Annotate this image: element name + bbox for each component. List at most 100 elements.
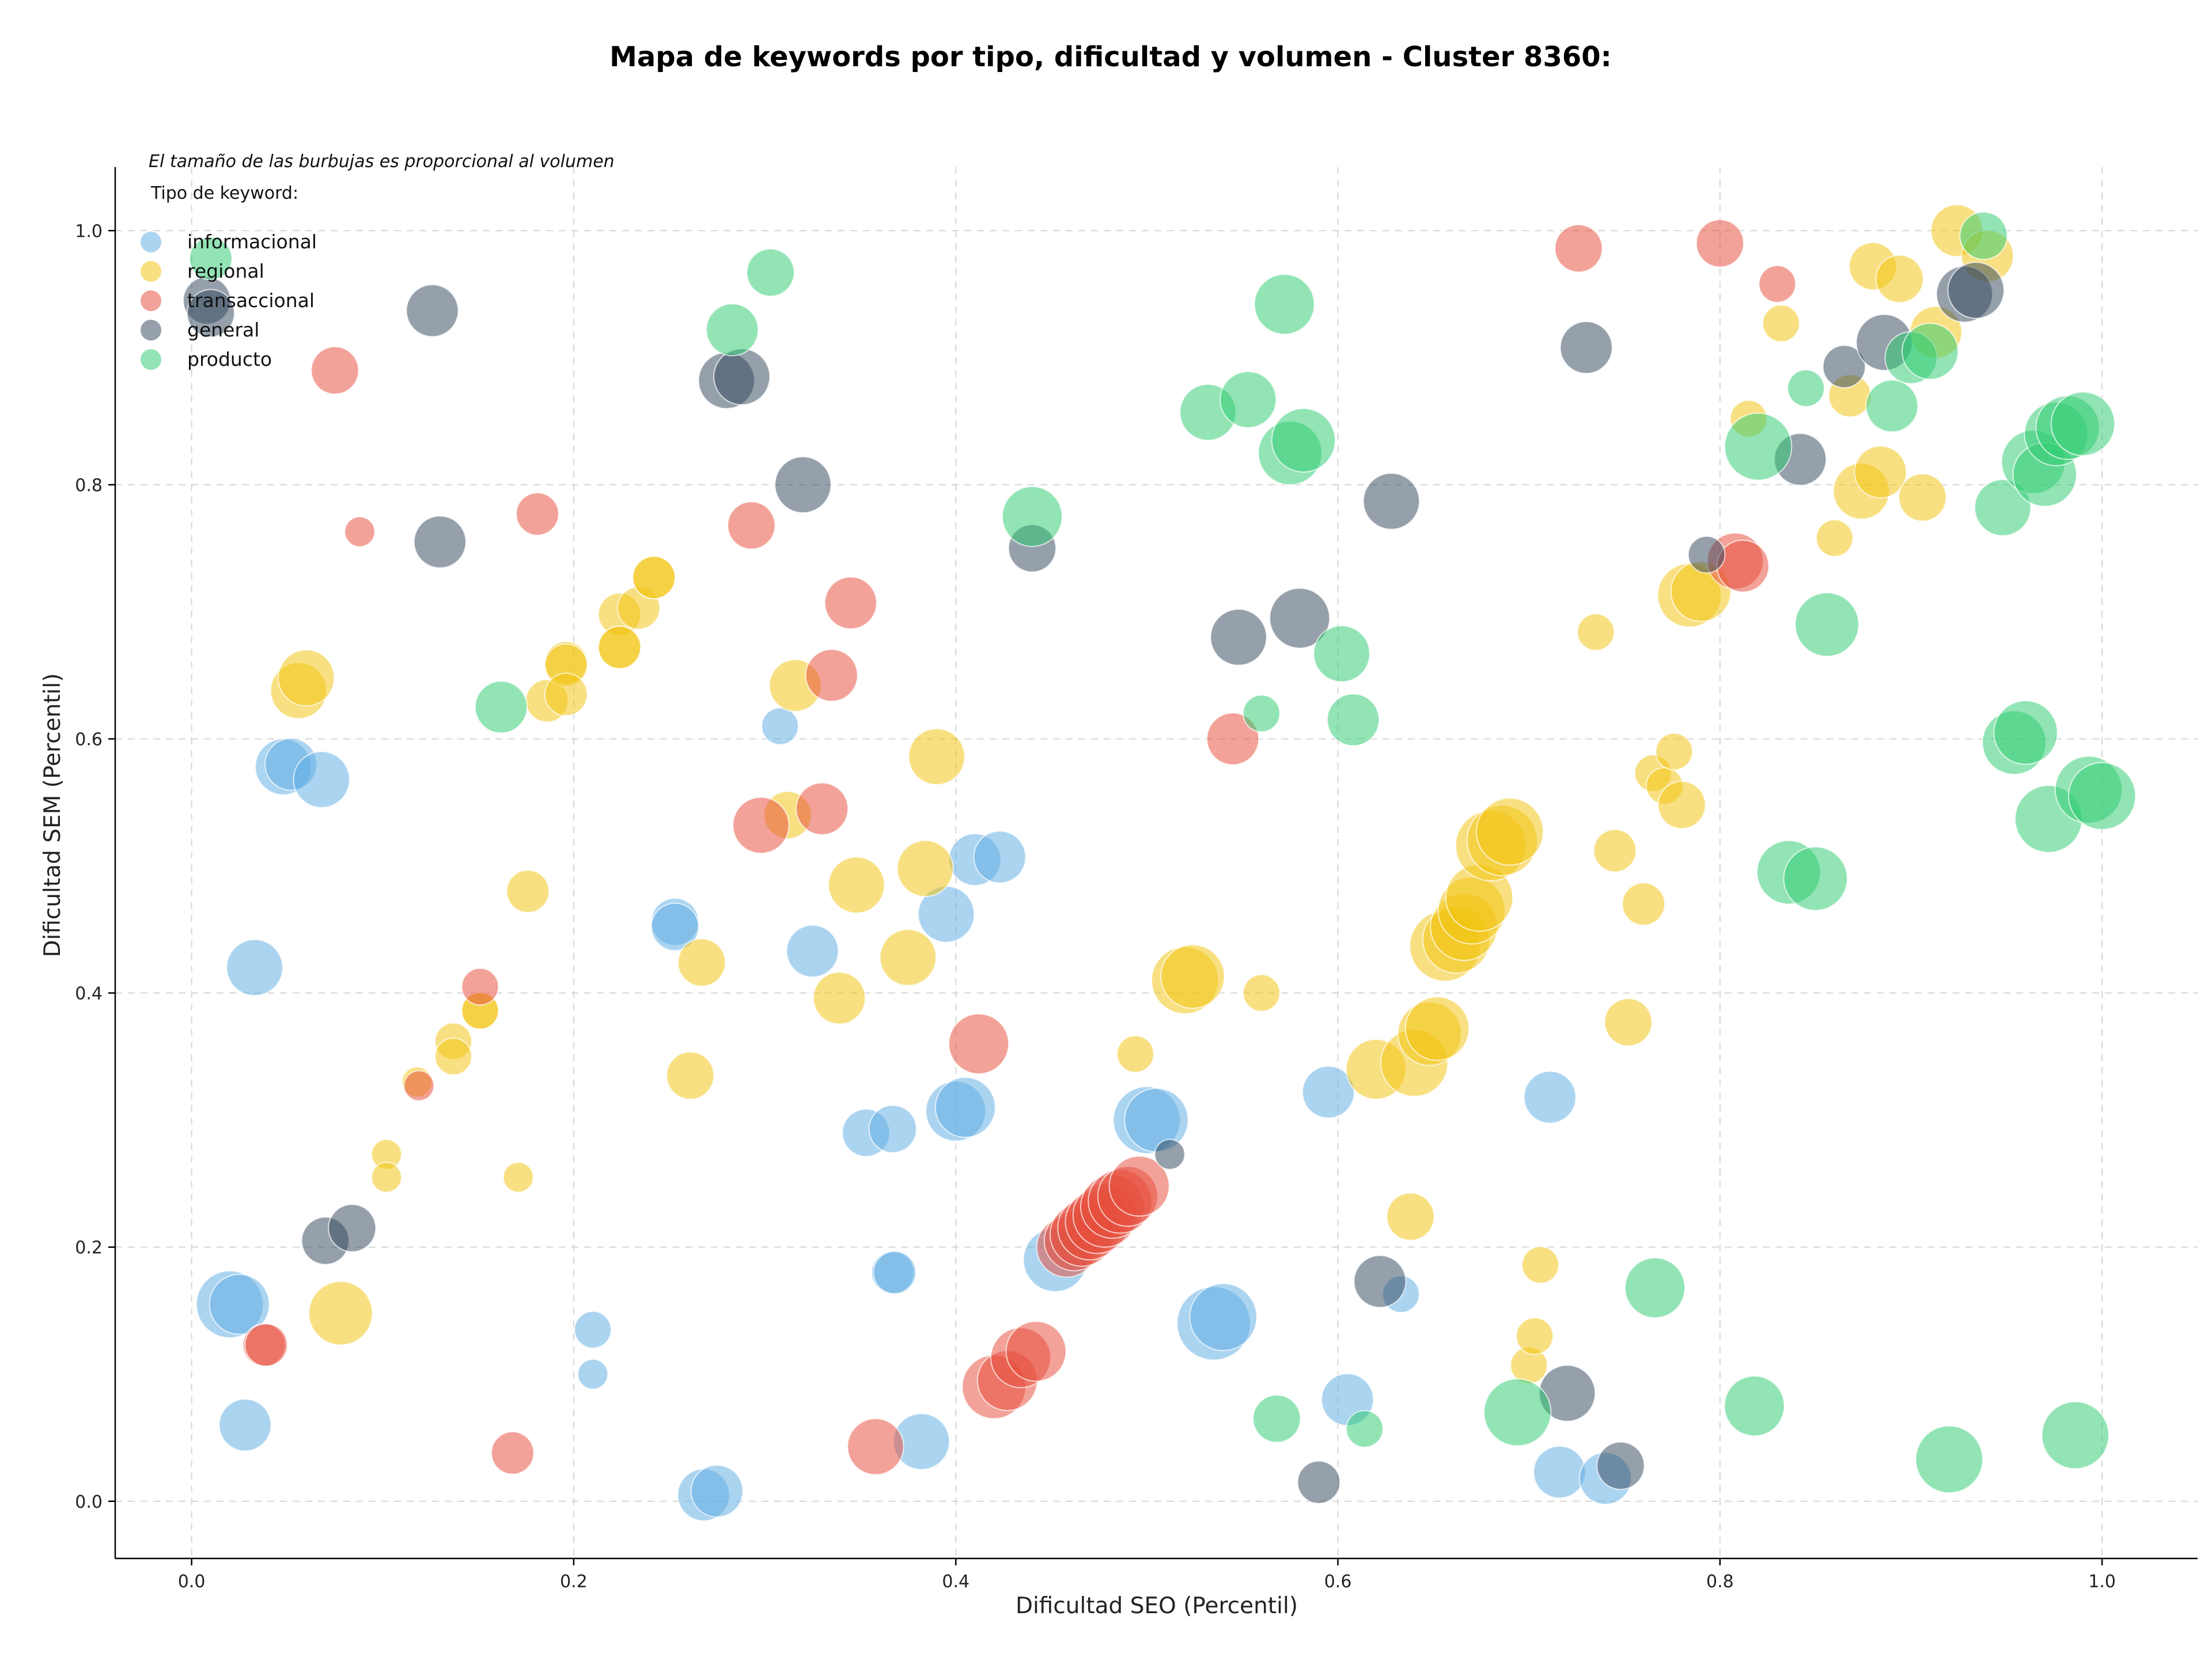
bubble-producto xyxy=(1313,625,1370,683)
bubble-producto xyxy=(1724,1375,1785,1437)
bubble-producto xyxy=(1724,413,1793,481)
bubble-regional xyxy=(1875,254,1924,304)
bubble-informacional xyxy=(218,1398,272,1452)
bubble-regional xyxy=(1475,797,1544,866)
bubble-regional xyxy=(1386,1192,1435,1241)
bubble-transaccional xyxy=(244,1323,288,1367)
bubble-producto xyxy=(1346,1410,1384,1448)
bubble-general xyxy=(1362,472,1421,530)
bubble-regional xyxy=(1898,473,1947,522)
bubble-transaccional xyxy=(824,576,877,630)
bubble-informacional xyxy=(1301,1065,1355,1119)
bubble-producto xyxy=(706,303,759,357)
bubble-producto xyxy=(1902,323,1959,380)
bubble-informacional xyxy=(690,1465,744,1518)
bubble-regional xyxy=(1577,613,1615,652)
bubble-transaccional xyxy=(491,1431,535,1475)
bubble-general xyxy=(1210,608,1267,666)
bubble-regional xyxy=(434,1037,472,1076)
legend-label-general: general xyxy=(187,319,259,341)
bubble-regional xyxy=(1762,304,1800,343)
bubble-regional xyxy=(308,1281,373,1346)
bubble-regional xyxy=(1655,732,1694,771)
bubble-producto xyxy=(1001,486,1063,547)
bubble-transaccional xyxy=(1005,1321,1067,1382)
bubble-producto xyxy=(1327,693,1380,747)
bubble-producto xyxy=(1974,479,2032,536)
bubble-general xyxy=(1297,1460,1341,1504)
bubble-regional xyxy=(1404,996,1470,1061)
bubble-general xyxy=(186,289,235,338)
bubble-regional xyxy=(278,649,335,707)
bubble-producto xyxy=(1624,1257,1686,1319)
bubble-general xyxy=(1353,1255,1407,1308)
bubble-producto xyxy=(2041,1401,2109,1470)
axes xyxy=(114,167,2198,1560)
bubble-producto xyxy=(1243,694,1281,733)
bubble-informacional xyxy=(934,1077,996,1138)
y-tick-label: 0.0 xyxy=(75,1492,103,1512)
bubble-informacional xyxy=(226,939,283,997)
bubble-general xyxy=(1947,262,2005,319)
bubble-regional xyxy=(1854,445,1907,499)
bubble-producto xyxy=(1252,1394,1301,1443)
bubble-transaccional xyxy=(403,1070,435,1102)
bubble-producto xyxy=(1219,370,1277,429)
bubble-regional xyxy=(1816,519,1854,557)
x-tick-label: 0.6 xyxy=(1324,1572,1352,1592)
bubble-transaccional xyxy=(796,782,849,835)
legend-label-producto: producto xyxy=(187,348,272,370)
x-axis-label: Dificultad SEO (Percentil) xyxy=(1016,1593,1298,1619)
bubble-size-note: El tamaño de las burbujas es proporciona… xyxy=(149,152,615,172)
bubble-general xyxy=(1822,345,1866,389)
bubble-informacional xyxy=(761,707,799,746)
bubble-producto xyxy=(189,237,233,281)
legend-marker-producto xyxy=(139,348,162,371)
bubble-regional xyxy=(1657,781,1706,830)
bubble-general xyxy=(1269,587,1331,649)
bubble-transaccional xyxy=(948,1013,1010,1074)
bubble-informacional xyxy=(1189,1282,1257,1352)
bubble-transaccional xyxy=(516,492,559,536)
bubble-producto xyxy=(1783,846,1848,911)
bubble-regional xyxy=(1243,974,1281,1012)
bubble-general xyxy=(1559,321,1613,374)
bubble-informacional xyxy=(786,924,839,978)
bubble-regional xyxy=(1116,1035,1154,1073)
bubble-producto xyxy=(1865,379,1919,433)
bubble-transaccional xyxy=(1554,224,1603,273)
x-tick-label: 0.8 xyxy=(1706,1572,1734,1592)
bubble-informacional xyxy=(1523,1070,1577,1124)
bubble-general xyxy=(413,515,467,569)
bubble-producto xyxy=(1483,1378,1552,1447)
bubble-general xyxy=(1596,1441,1645,1490)
bubble-informacional xyxy=(574,1311,612,1349)
bubble-transaccional xyxy=(1206,712,1260,766)
bubble-transaccional xyxy=(344,516,376,547)
bubble-regional xyxy=(1521,1246,1559,1284)
bubble-regional xyxy=(828,856,885,914)
bubble-informacional xyxy=(209,1273,270,1335)
bubble-general xyxy=(328,1204,377,1253)
bubble-producto xyxy=(1271,408,1336,473)
bubble-regional xyxy=(1604,998,1653,1047)
bubble-producto xyxy=(1915,1425,1983,1494)
bubble-transaccional xyxy=(1716,539,1770,593)
bubble-producto xyxy=(1253,274,1315,335)
bubble-regional xyxy=(370,1161,402,1193)
ticks: 0.0 0.2 0.4 0.6 0.8 1.0 0.0 0.2 0.4 0.6 0.8 1.0 xyxy=(75,221,2116,1592)
legend-label-regional: regional xyxy=(187,260,264,282)
x-tick-label: 0.4 xyxy=(942,1572,969,1592)
bubble-regional xyxy=(879,929,937,986)
bubble-informacional xyxy=(973,830,1027,884)
bubble-producto xyxy=(474,680,528,734)
bubble-regional xyxy=(506,869,550,913)
bubble-general xyxy=(774,456,832,514)
bubble-regional xyxy=(812,971,866,1025)
bubbles xyxy=(183,204,2137,1522)
chart-title: Mapa de keywords por tipo, dificultad y … xyxy=(609,41,1612,73)
legend-title: Tipo de keyword: xyxy=(150,183,298,203)
bubble-regional xyxy=(908,728,965,785)
x-tick-label: 1.0 xyxy=(2088,1572,2116,1592)
y-axis-label: Dificultad SEM (Percentil) xyxy=(40,673,66,957)
